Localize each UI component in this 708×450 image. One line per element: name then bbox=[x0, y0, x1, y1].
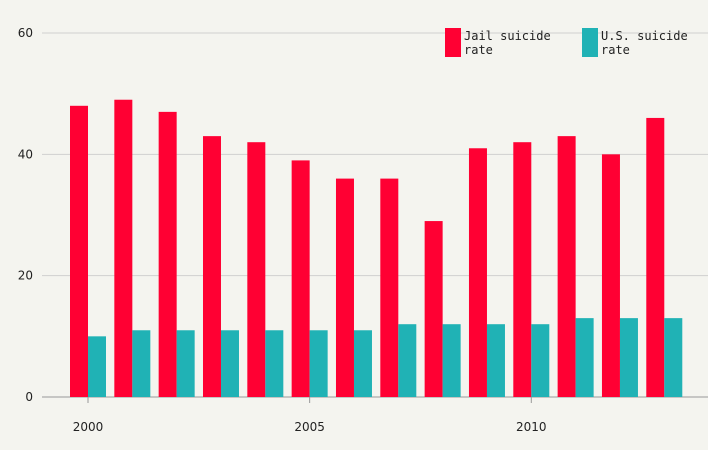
jail-suicide-bar bbox=[202, 136, 221, 397]
jail-suicide-bar bbox=[557, 136, 576, 397]
legend-label: U.S. suicide bbox=[601, 29, 688, 43]
legend-swatch bbox=[582, 28, 598, 57]
legend-label: Jail suicide bbox=[464, 29, 551, 43]
jail-suicide-bar bbox=[158, 111, 177, 397]
jail-suicide-bar bbox=[247, 142, 266, 397]
jail-suicide-bar bbox=[380, 178, 399, 397]
jail-suicide-bar bbox=[424, 221, 443, 397]
jail-suicide-bar bbox=[601, 154, 620, 397]
us-suicide-bar bbox=[442, 324, 461, 397]
us-suicide-bar bbox=[220, 330, 239, 397]
jail-suicide-bar bbox=[513, 142, 532, 397]
jail-suicide-bar bbox=[114, 99, 133, 397]
x-tick-label: 2000 bbox=[73, 420, 104, 434]
y-tick-label: 40 bbox=[18, 147, 33, 161]
jail-suicide-bar bbox=[335, 178, 354, 397]
us-suicide-bar bbox=[575, 318, 594, 397]
us-suicide-bar bbox=[353, 330, 372, 397]
us-suicide-bar bbox=[664, 318, 683, 397]
us-suicide-bar bbox=[398, 324, 417, 397]
y-tick-label: 20 bbox=[18, 269, 33, 283]
y-axis-tick-labels: 0 20 40 60 bbox=[18, 26, 33, 404]
jail-suicide-bar bbox=[70, 105, 88, 398]
y-tick-label: 0 bbox=[25, 390, 33, 404]
y-tick-label: 60 bbox=[18, 26, 33, 40]
us-suicide-bar bbox=[265, 330, 284, 397]
us-suicide-bar bbox=[531, 324, 550, 397]
us-suicide-bar bbox=[132, 330, 151, 397]
jail-suicide-bar bbox=[646, 117, 665, 397]
jail-suicide-bar bbox=[468, 148, 487, 397]
legend-swatch bbox=[445, 28, 461, 57]
us-suicide-bar bbox=[486, 324, 505, 397]
x-axis: 2000 2005 2010 bbox=[73, 397, 547, 434]
legend-label: rate bbox=[464, 43, 493, 57]
us-suicide-bar bbox=[88, 336, 106, 397]
jail-suicide-bar bbox=[291, 160, 310, 397]
us-suicide-bar bbox=[176, 330, 195, 397]
legend-label: rate bbox=[601, 43, 630, 57]
bars bbox=[70, 99, 683, 398]
us-suicide-bar bbox=[309, 330, 328, 397]
x-tick-label: 2010 bbox=[516, 420, 547, 434]
us-suicide-bar bbox=[619, 318, 638, 397]
x-tick-label: 2005 bbox=[294, 420, 325, 434]
